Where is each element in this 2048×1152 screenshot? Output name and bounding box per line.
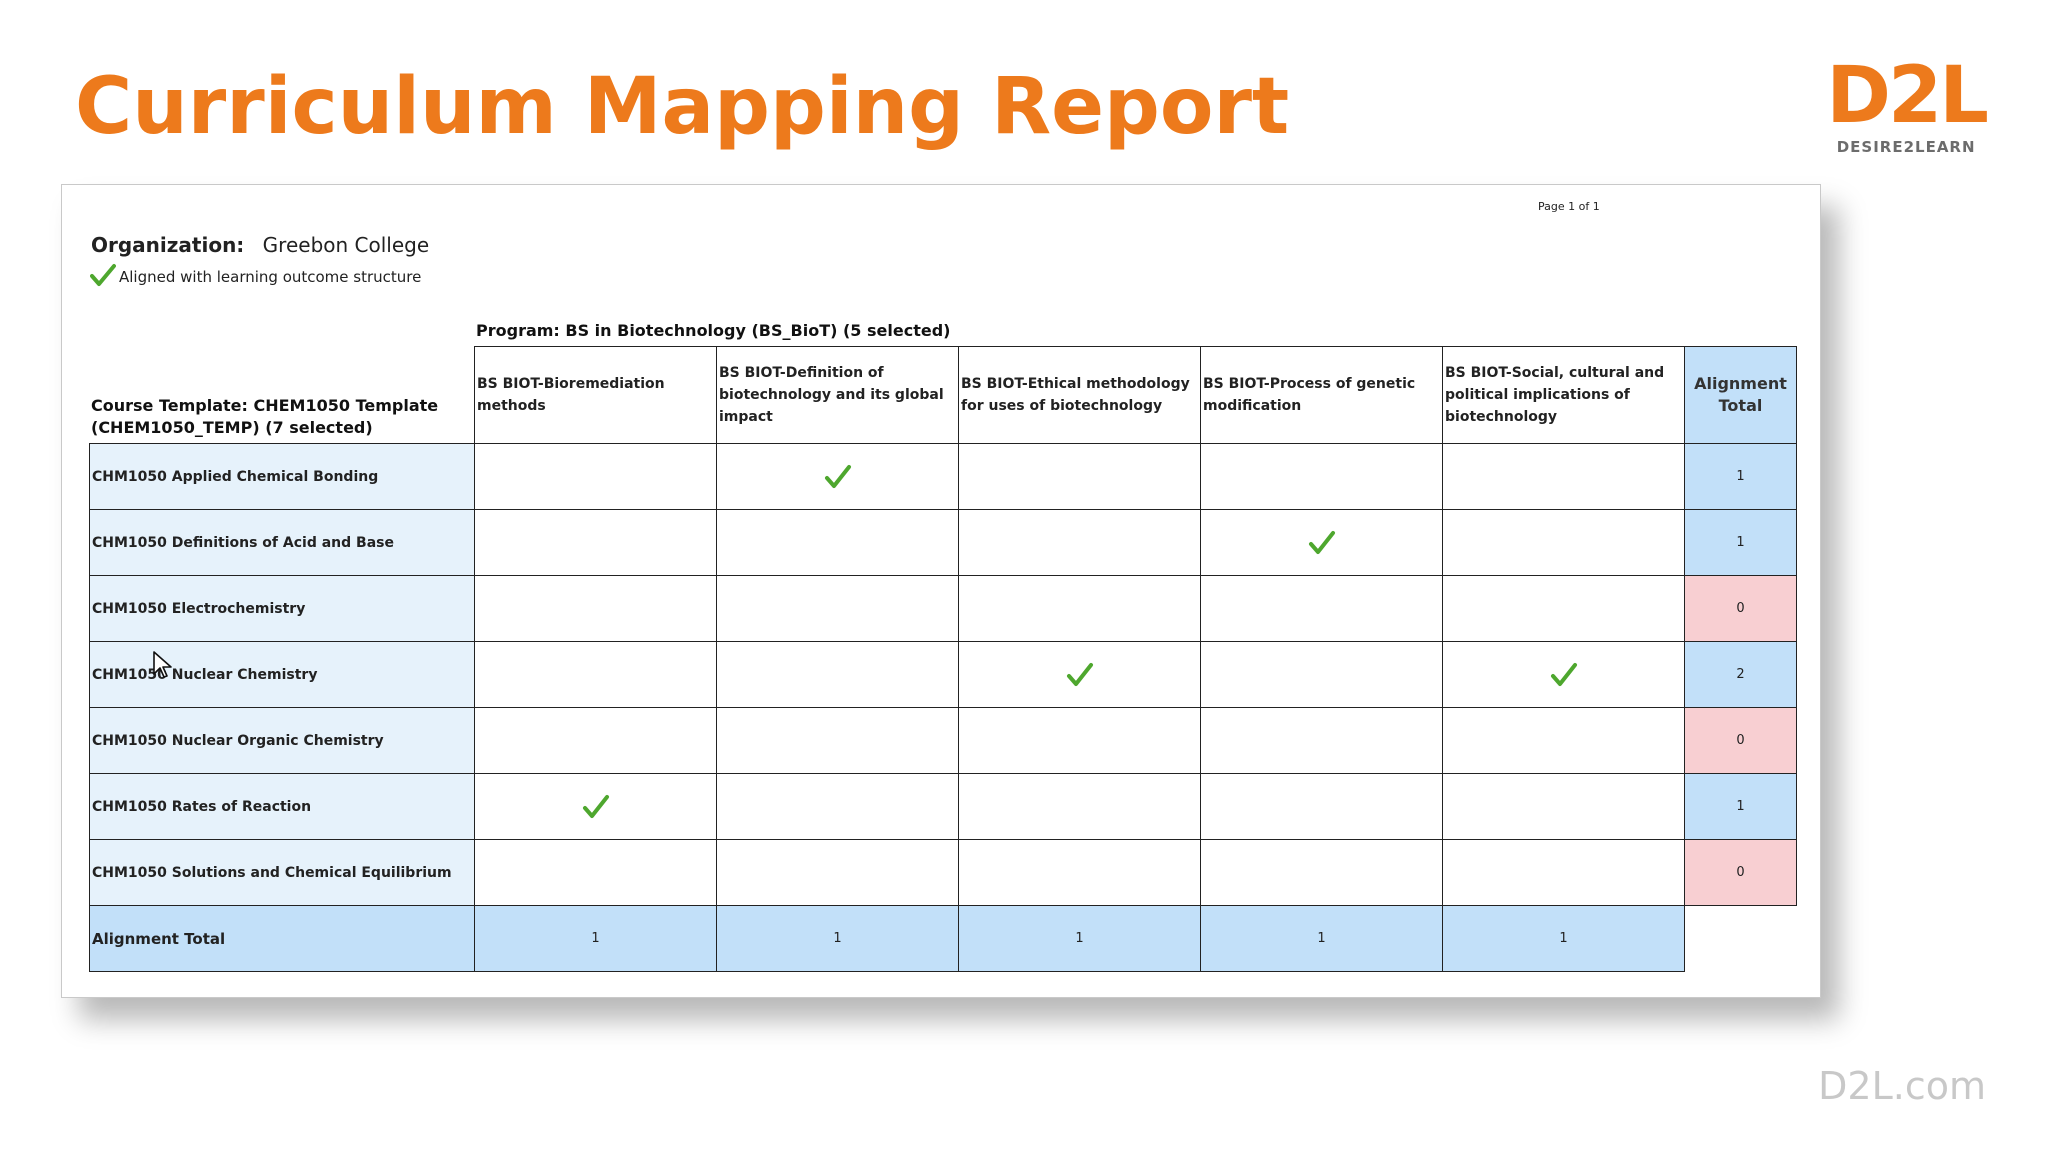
alignment-cell <box>1200 509 1443 576</box>
alignment-cell <box>958 509 1201 576</box>
alignment-cell <box>1442 443 1685 510</box>
course-name: CHM1050 Applied Chemical Bonding <box>89 443 475 510</box>
alignment-cell <box>474 641 717 708</box>
course-name: CHM1050 Nuclear Organic Chemistry <box>89 707 475 774</box>
table-row: CHM1050 Solutions and Chemical Equilibri… <box>89 839 1797 906</box>
alignment-cell <box>716 773 959 840</box>
empty-corner <box>1685 906 1797 972</box>
table-row: CHM1050 Applied Chemical Bonding 1 <box>89 443 1797 510</box>
course-name: CHM1050 Definitions of Acid and Base <box>89 509 475 576</box>
table-row: CHM1050 Rates of Reaction 1 <box>89 773 1797 840</box>
alignment-cell <box>958 575 1201 642</box>
check-icon <box>717 464 958 490</box>
alignment-cell <box>958 641 1201 708</box>
alignment-total-label: Alignment Total <box>89 905 475 972</box>
column-header: BS BIOT-Social, cultural and political i… <box>1442 346 1685 444</box>
course-name: CHM1050 Solutions and Chemical Equilibri… <box>89 839 475 906</box>
alignment-cell <box>958 773 1201 840</box>
row-alignment-total: 0 <box>1684 839 1797 906</box>
alignment-cell <box>1200 641 1443 708</box>
alignment-cell <box>474 773 717 840</box>
alignment-cell <box>1200 773 1443 840</box>
row-alignment-total: 1 <box>1684 443 1797 510</box>
alignment-cell <box>716 641 959 708</box>
column-alignment-total: 1 <box>716 905 959 972</box>
column-header: BS BIOT-Process of genetic modification <box>1200 346 1443 444</box>
alignment-cell <box>716 443 959 510</box>
alignment-cell <box>474 509 717 576</box>
table-row: CHM1050 Electrochemistry 0 <box>89 575 1797 642</box>
slide-title: Curriculum Mapping Report <box>75 62 1290 152</box>
alignment-cell <box>958 707 1201 774</box>
row-alignment-total: 1 <box>1684 509 1797 576</box>
footer-row: Alignment Total 1 1 1 1 1 <box>89 905 1797 972</box>
table-row: CHM1050 Nuclear Organic Chemistry 0 <box>89 707 1797 774</box>
row-alignment-total: 0 <box>1684 707 1797 774</box>
column-alignment-total: 1 <box>1442 905 1685 972</box>
alignment-cell <box>1200 707 1443 774</box>
alignment-cell <box>716 707 959 774</box>
aligned-legend-text: Aligned with learning outcome structure <box>119 268 422 286</box>
alignment-cell <box>1442 839 1685 906</box>
d2l-logo: D2L DESIRE2LEARN <box>1826 51 1989 156</box>
alignment-total-header: Alignment Total <box>1684 346 1797 444</box>
check-icon <box>959 662 1200 688</box>
report-page: Page 1 of 1 Organization: Greebon Colleg… <box>61 184 1821 998</box>
program-label: Program: BS in Biotechnology (BS_BioT) (… <box>476 321 951 340</box>
alignment-cell <box>1442 575 1685 642</box>
check-icon <box>1201 530 1442 556</box>
column-alignment-total: 1 <box>1200 905 1443 972</box>
column-alignment-total: 1 <box>958 905 1201 972</box>
table-row: CHM1050 Definitions of Acid and Base 1 <box>89 509 1797 576</box>
alignment-cell <box>1442 641 1685 708</box>
alignment-cell <box>1442 509 1685 576</box>
check-icon <box>475 794 716 820</box>
alignment-cell <box>716 839 959 906</box>
course-name: CHM1050 Electrochemistry <box>89 575 475 642</box>
logo-subtitle: DESIRE2LEARN <box>1836 138 1976 156</box>
alignment-cell <box>1442 707 1685 774</box>
column-header: BS BIOT-Ethical methodology for uses of … <box>958 346 1201 444</box>
alignment-cell <box>474 839 717 906</box>
alignment-cell <box>474 575 717 642</box>
alignment-cell <box>1200 839 1443 906</box>
page-number: Page 1 of 1 <box>1538 200 1600 213</box>
alignment-cell <box>958 839 1201 906</box>
logo-mark: D2L <box>1826 51 1989 141</box>
aligned-legend: Aligned with learning outcome structure <box>90 263 421 291</box>
column-header: BS BIOT-Definition of biotechnology and … <box>716 346 959 444</box>
course-name: CHM1050 Nuclear Chemistry <box>89 641 475 708</box>
organization-line: Organization: Greebon College <box>91 233 429 257</box>
footer-url: D2L.com <box>1818 1064 1986 1108</box>
column-header: BS BIOT-Bioremediation methods <box>474 346 717 444</box>
row-alignment-total: 0 <box>1684 575 1797 642</box>
alignment-cell <box>716 575 959 642</box>
organization-label: Organization: <box>91 233 245 257</box>
mouse-pointer-icon <box>152 650 174 684</box>
check-icon <box>1443 662 1684 688</box>
mapping-table: BS BIOT-Bioremediation methods BS BIOT-D… <box>89 346 1797 972</box>
row-alignment-total: 2 <box>1684 641 1797 708</box>
alignment-cell <box>1200 443 1443 510</box>
alignment-cell <box>1200 575 1443 642</box>
header-row: BS BIOT-Bioremediation methods BS BIOT-D… <box>90 346 1797 444</box>
alignment-cell <box>716 509 959 576</box>
alignment-cell <box>1442 773 1685 840</box>
course-name: CHM1050 Rates of Reaction <box>89 773 475 840</box>
check-icon <box>90 263 116 291</box>
alignment-cell <box>474 443 717 510</box>
table-row: CHM1050 Nuclear Chemistry 2 <box>89 641 1797 708</box>
column-alignment-total: 1 <box>474 905 717 972</box>
alignment-cell <box>958 443 1201 510</box>
alignment-cell <box>474 707 717 774</box>
row-alignment-total: 1 <box>1684 773 1797 840</box>
table-corner <box>90 347 475 444</box>
organization-value: Greebon College <box>262 233 430 257</box>
course-template-label: Course Template: CHEM1050 Template (CHEM… <box>91 396 439 437</box>
